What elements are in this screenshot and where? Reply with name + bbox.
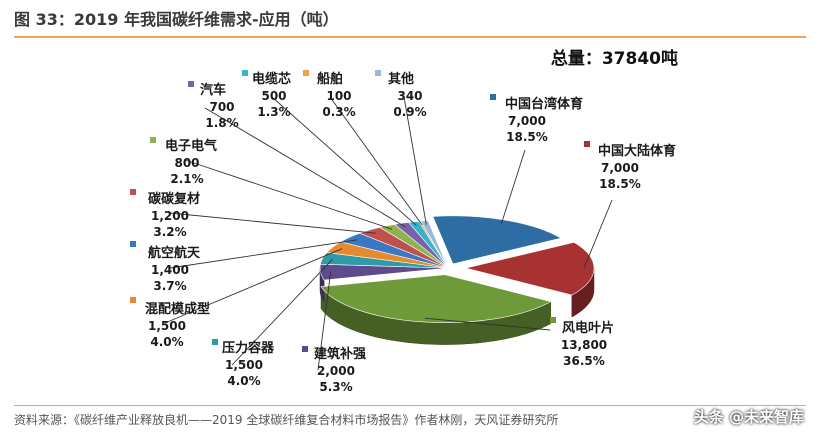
slice-label: 中国台湾体育 — [505, 96, 583, 112]
title-divider — [14, 36, 806, 38]
legend-swatch — [303, 70, 309, 76]
pie-tops — [319, 215, 595, 323]
slice-label: 风电叶片 — [562, 320, 614, 336]
figure-title: 图 33：2019 年我国碳纤维需求-应用（吨） — [14, 10, 339, 29]
slice-label: 中国大陆体育 — [598, 143, 676, 159]
leader-line — [231, 258, 333, 366]
slice-percent: 4.0% — [150, 335, 183, 349]
slice-value: 1,400 — [151, 263, 189, 277]
slice-percent: 0.9% — [393, 105, 426, 119]
slice-percent: 18.5% — [599, 177, 641, 191]
legend-swatch — [130, 189, 136, 195]
slice-percent: 1.3% — [257, 105, 290, 119]
leader-line — [403, 96, 427, 225]
slice-value: 7,000 — [508, 114, 546, 128]
legend-swatch — [212, 339, 218, 345]
pie-slice — [420, 220, 449, 269]
leader-line — [317, 271, 332, 371]
slice-label: 电子电气 — [165, 138, 217, 154]
slice-value: 1,200 — [151, 209, 189, 223]
legend-swatch — [584, 141, 590, 147]
slice-label: 航空航天 — [148, 245, 201, 261]
slice-value: 500 — [261, 89, 286, 103]
slice-value: 800 — [174, 156, 199, 170]
leader-line — [164, 248, 343, 324]
slice-value: 340 — [397, 89, 422, 103]
watermark: 头条 @未来智库 — [693, 408, 804, 426]
slice-percent: 1.8% — [205, 116, 238, 130]
slice-percent: 36.5% — [563, 354, 605, 368]
source-divider — [14, 405, 806, 406]
slice-label: 汽车 — [200, 82, 226, 98]
legend-swatch — [550, 317, 556, 323]
slice-percent: 3.2% — [153, 225, 186, 239]
slice-label: 船舶 — [317, 71, 343, 87]
leader-line — [169, 239, 358, 269]
legend-swatch — [188, 81, 194, 87]
pie-slice — [465, 242, 595, 296]
slice-label: 压力容器 — [222, 340, 275, 356]
slice-value: 1,500 — [148, 319, 186, 333]
legend-swatch — [130, 241, 136, 247]
legend-swatch — [302, 346, 308, 352]
leader-line — [424, 317, 551, 331]
total-label: 总量：37840吨 — [550, 49, 678, 69]
pie-slice — [320, 274, 552, 323]
legend-swatch — [150, 137, 156, 143]
source-note: 资料来源：《碳纤维产业释放良机——2019 全球碳纤维复合材料市场报告》作者林刚… — [14, 413, 559, 427]
legend-swatch — [130, 297, 136, 303]
leader-line — [500, 149, 526, 224]
legend-swatch — [490, 94, 496, 100]
leader-line — [204, 107, 406, 228]
slice-percent: 0.3% — [322, 105, 355, 119]
slice-value: 13,800 — [561, 338, 607, 352]
slice-value: 700 — [209, 100, 234, 114]
slice-value: 2,000 — [317, 364, 355, 378]
legend-swatch — [242, 70, 248, 76]
legend-swatch — [375, 70, 381, 76]
pie-labels: 中国台湾体育 7,000 18.5% 中国大陆体育 7,000 18.5% 风电叶片 13,8… — [130, 70, 676, 394]
slice-label: 碳碳复材 — [148, 191, 200, 207]
pie-slice — [432, 215, 562, 265]
slice-label: 电缆芯 — [252, 71, 291, 87]
slice-label: 建筑补强 — [314, 346, 366, 362]
slice-label: 其他 — [388, 71, 414, 87]
slice-percent: 4.0% — [227, 374, 260, 388]
slice-value: 7,000 — [601, 161, 639, 175]
slice-percent: 5.3% — [319, 380, 352, 394]
slice-value: 100 — [326, 89, 351, 103]
leader-line — [583, 199, 613, 269]
slice-percent: 18.5% — [506, 130, 548, 144]
leader-line — [169, 212, 376, 234]
leader-line — [271, 96, 417, 226]
slice-percent: 3.7% — [153, 279, 186, 293]
slice-percent: 2.1% — [170, 172, 203, 186]
leader-line — [184, 159, 393, 230]
slice-label: 混配模成型 — [145, 301, 210, 317]
slice-value: 1,500 — [225, 358, 263, 372]
leader-line — [329, 96, 423, 226]
